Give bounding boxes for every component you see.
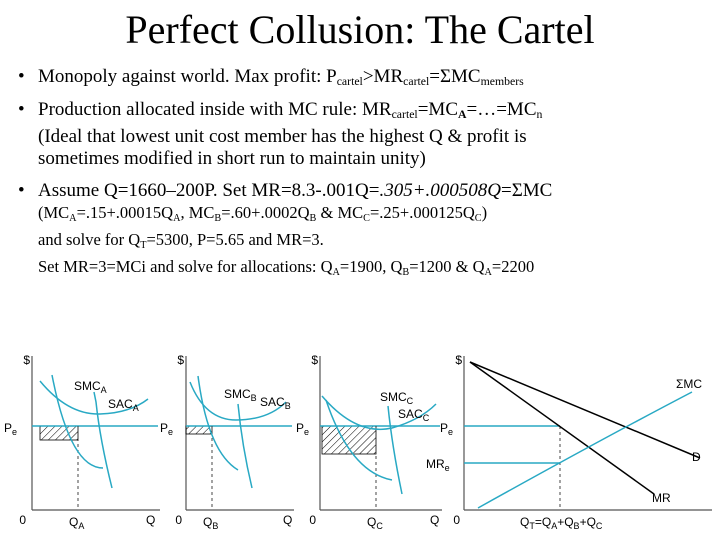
qc-label: QC [367, 515, 383, 531]
pe-label: Pe [296, 421, 309, 437]
demand-label: D [692, 450, 701, 464]
marginal-revenue-curve [469, 361, 655, 495]
zero-label: 0 [309, 513, 316, 527]
smc-c-label: SMCC [380, 390, 414, 406]
sac-a-label: SACA [108, 397, 139, 413]
q-label: Q [283, 513, 292, 527]
bullet-text: >MR [362, 66, 404, 87]
bullet-text: =…=MC [466, 99, 537, 120]
subscript: members [480, 75, 524, 88]
assume-line-4: Set MR=3=MCi and solve for allocations: … [38, 257, 535, 278]
sac-c-label: SACC [398, 407, 430, 423]
bullet-text: Monopoly against world. Max profit: P [38, 66, 337, 87]
pe-label: Pe [160, 421, 173, 437]
q-label: Q [146, 513, 155, 527]
bullet-dot: • [18, 99, 25, 120]
subscript: cartel [336, 75, 363, 88]
slide-title: Perfect Collusion: The Cartel [125, 7, 595, 52]
demand-curve [469, 361, 701, 459]
zero-label: 0 [453, 513, 460, 527]
bullet-assume: • Assume Q=1660–200P. Set MR=8.3-.001Q=.… [18, 180, 712, 283]
bullet-text: Production allocated inside with MC rule… [38, 99, 392, 120]
dollar-label: $ [177, 353, 184, 367]
firm-c-graph: $ 0 Q Pe QC SMCC SACC [296, 353, 442, 531]
sum-mc-curve [477, 391, 693, 509]
cartel-market-graph: $ 0 Pe MRe ΣMC D MR QT=QA+QB+QC [426, 353, 712, 531]
sum-mc-label: ΣMC [676, 377, 702, 391]
bullet-list: • Monopoly against world. Max profit: Pc… [18, 66, 712, 283]
subscript: cartel [391, 108, 418, 121]
assume-line-2: (MCA=.15+.00015QA, MCB=.60+.0002QB & MCC… [38, 203, 488, 224]
bullet-text-italic: .305+.000508Q [379, 180, 501, 201]
dollar-label: $ [23, 353, 30, 367]
dollar-label: $ [455, 353, 462, 367]
bullet-dot: • [18, 66, 25, 87]
qa-label: QA [69, 515, 84, 531]
bullet-text: =MC [417, 99, 458, 120]
profit-area-b [185, 425, 213, 435]
mc-smile-c [325, 399, 393, 481]
bullet-dot: • [18, 180, 25, 201]
bullet-text: (Ideal that lowest unit cost member has … [38, 126, 527, 147]
q-label: Q [430, 513, 439, 527]
pe-label: Pe [440, 421, 453, 437]
sac-b-label: SACB [260, 395, 291, 411]
qb-label: QB [203, 515, 218, 531]
smc-b-label: SMCB [224, 387, 257, 403]
bullet-text: Assume Q=1660–200P. Set MR=8.3-.001Q= [38, 180, 380, 201]
smc-a-label: SMCA [74, 379, 107, 395]
sac-curve-c [321, 395, 437, 431]
subscript: cartel [403, 75, 430, 88]
qt-label: QT=QA+QB+QC [520, 515, 603, 531]
bullet-production: • Production allocated inside with MC ru… [18, 99, 712, 170]
profit-area-a [39, 425, 79, 441]
smc-curve-b [237, 403, 253, 489]
mc-smile-b [197, 375, 239, 471]
firm-b-graph: $ 0 Q Pe QB SMCB SACB [160, 353, 294, 531]
mr-curve-label: MR [652, 491, 671, 505]
dollar-label: $ [311, 353, 318, 367]
mre-label: MRe [426, 457, 450, 473]
subscript: n [536, 108, 543, 121]
sac-curve-b [189, 381, 287, 421]
assume-line-3: and solve for QT=5300, P=5.65 and MR=3. [38, 230, 324, 251]
smc-curve-c [387, 405, 403, 495]
bullet-text: =ΣMC [429, 66, 481, 87]
sac-curve-a [39, 380, 149, 415]
subscript: A [458, 108, 467, 121]
firm-a-graph: $ 0 Q Pe QA SMCA SACA [4, 353, 160, 531]
pe-label: Pe [4, 421, 17, 437]
smc-curve-a [93, 391, 113, 489]
bullet-text: sometimes modified in short run to maint… [38, 148, 426, 169]
zero-label: 0 [19, 513, 26, 527]
bullet-monopoly: • Monopoly against world. Max profit: Pc… [18, 66, 712, 93]
zero-label: 0 [175, 513, 182, 527]
mc-smile-a [51, 374, 104, 469]
bullet-text: =ΣMC [501, 180, 553, 201]
